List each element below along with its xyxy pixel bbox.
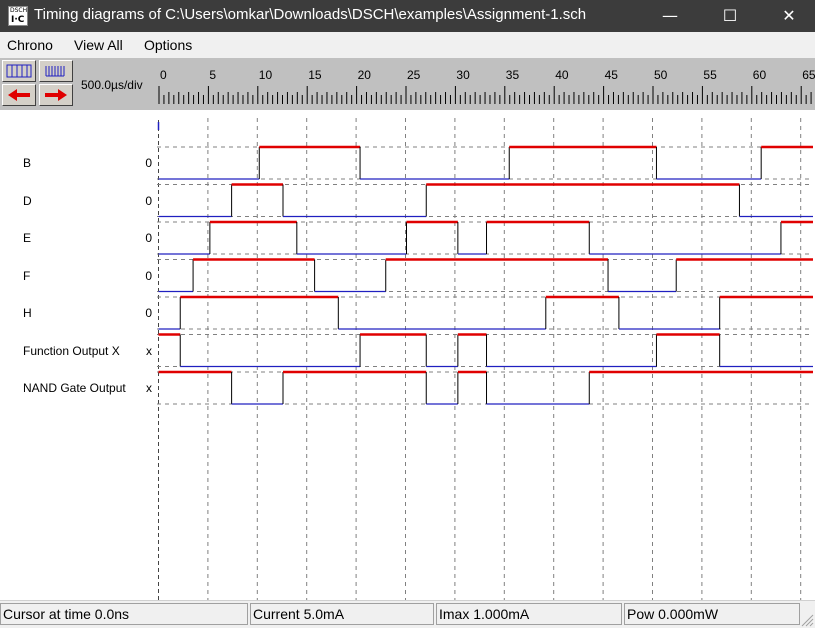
signal-label[interactable]: Function Output X <box>23 343 120 358</box>
menu-bar: Chrono View All Options <box>0 32 815 58</box>
waveform-canvas[interactable] <box>157 110 815 600</box>
signal-value: x <box>146 381 152 395</box>
ruler-tick-label: 40 <box>555 68 569 82</box>
ruler-tick-label: 60 <box>753 68 767 82</box>
scroll-left-button[interactable] <box>2 84 36 106</box>
signal-value: 0 <box>145 306 152 320</box>
time-scale-label: 500.0µs/div <box>81 78 143 92</box>
status-power: Pow 0.000mW <box>624 603 800 625</box>
ruler-tick-label: 50 <box>654 68 668 82</box>
ruler-tick-label: 25 <box>407 68 421 82</box>
status-imax: Imax 1.000mA <box>436 603 622 625</box>
ruler-tick-label: 65 <box>802 68 815 82</box>
ruler-tick-label: 5 <box>209 68 216 82</box>
app-icon: DSCH I·C <box>8 6 28 26</box>
ruler-tick-label: 15 <box>308 68 322 82</box>
menu-view-all[interactable]: View All <box>74 37 123 53</box>
signal-label[interactable]: B <box>23 156 32 170</box>
zoom-out-button[interactable] <box>2 60 36 82</box>
status-current: Current 5.0mA <box>250 603 434 625</box>
arrow-left-icon <box>8 89 30 101</box>
signal-label[interactable]: F <box>23 268 31 283</box>
signal-label[interactable]: E <box>23 231 32 245</box>
title-bar: DSCH I·C Timing diagrams of C:\Users\omk… <box>0 0 815 32</box>
app-icon-text-top: DSCH <box>10 7 28 14</box>
ruler-tick-label: 0 <box>160 68 167 82</box>
signal-value: x <box>146 343 152 358</box>
ruler-background <box>157 62 815 106</box>
timing-diagram-area: B 0 D 0 E 0 F 0 H 0 Function Output X x NAND Gate Ou… <box>0 110 815 600</box>
signal-label[interactable]: D <box>23 193 32 208</box>
signal-value: 0 <box>145 231 152 245</box>
close-button[interactable]: ✕ <box>782 6 796 25</box>
minimize-button[interactable]: — <box>662 6 678 25</box>
resize-grip-icon[interactable] <box>800 613 814 627</box>
ruler-tick-label: 10 <box>259 68 273 82</box>
status-bar: Cursor at time 0.0ns Current 5.0mA Imax … <box>0 600 815 628</box>
signal-value: 0 <box>145 156 152 170</box>
scroll-right-button[interactable] <box>39 84 73 106</box>
menu-options[interactable]: Options <box>144 37 193 53</box>
signal-value: 0 <box>145 268 152 283</box>
zoom-in-icon <box>45 66 65 77</box>
arrow-right-icon <box>45 89 67 101</box>
time-ruler[interactable]: 0 5 10 15 20 25 30 35 40 45 50 55 60 65 <box>157 62 815 106</box>
zoom-in-button[interactable] <box>39 60 73 82</box>
ruler-tick-label: 20 <box>358 68 372 82</box>
signal-value: 0 <box>145 193 152 208</box>
ruler-tick-label: 30 <box>456 68 470 82</box>
maximize-button[interactable]: ☐ <box>722 6 738 25</box>
ruler-tick-label: 45 <box>605 68 619 82</box>
ruler-tick-label: 35 <box>506 68 520 82</box>
ruler-tick-label: 55 <box>703 68 717 82</box>
app-icon-text-bottom: I·C <box>11 15 25 25</box>
signal-label[interactable]: NAND Gate Output <box>23 381 126 395</box>
menu-chrono[interactable]: Chrono <box>7 37 53 53</box>
signal-label[interactable]: H <box>23 306 32 320</box>
window-title: Timing diagrams of C:\Users\omkar\Downlo… <box>34 6 587 23</box>
zoom-out-icon <box>6 64 32 78</box>
status-cursor-time: Cursor at time 0.0ns <box>0 603 248 625</box>
